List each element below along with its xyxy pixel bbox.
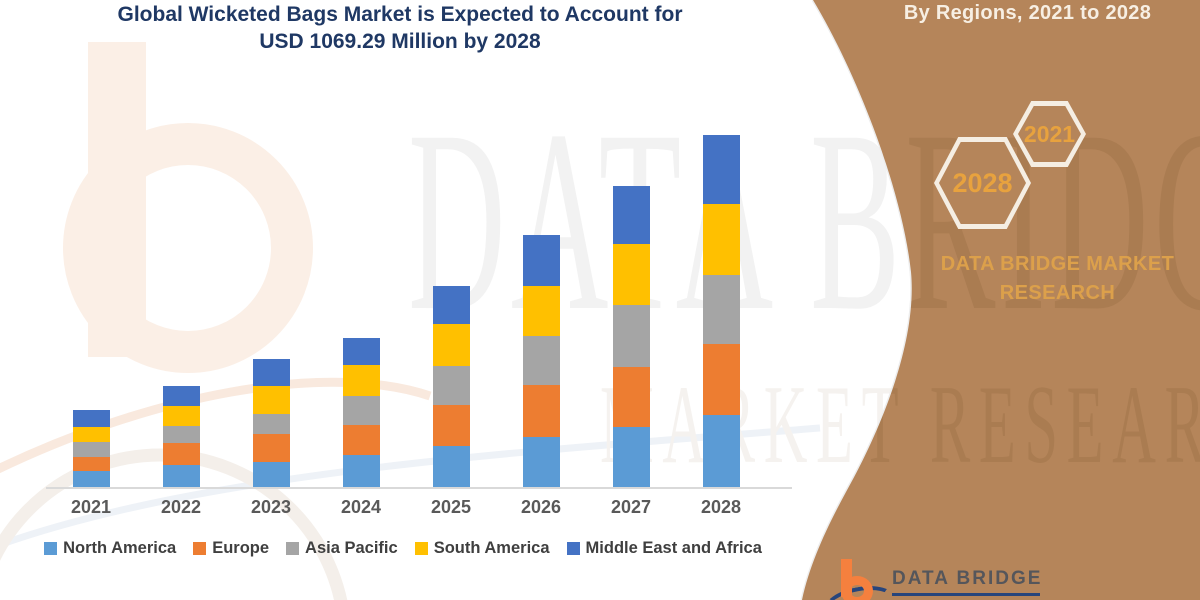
x-label-2025: 2025 [430, 497, 472, 517]
bar-2021-segment-north-america [73, 471, 110, 487]
bar-2028-segment-middle-east-and-africa [703, 135, 740, 205]
legend-label-south-america: South America [433, 539, 550, 557]
bar-2023-segment-asia-pacific [253, 413, 290, 435]
x-label-2022: 2022 [160, 497, 202, 517]
legend-label-middle-east-and-africa: Middle East and Africa [585, 539, 762, 557]
bar-2021-segment-middle-east-and-africa [73, 410, 110, 428]
bar-2028 [703, 135, 740, 487]
legend-item-middle-east-and-africa: Middle East and Africa [566, 539, 762, 558]
hexagon-fill [939, 142, 1026, 224]
bar-2022-segment-middle-east-and-africa [163, 386, 200, 406]
bar-2023-segment-europe [253, 434, 290, 462]
logo-b-watermark [0, 42, 821, 600]
legend-item-north-america: North America [44, 539, 176, 558]
bar-2028-segment-europe [703, 343, 740, 416]
bar-2027-segment-north-america [613, 427, 650, 487]
bar-2026-segment-south-america [523, 286, 560, 337]
chart-title: Global Wicketed Bags Market is Expected … [5, 1, 795, 55]
bar-2028-segment-asia-pacific [703, 275, 740, 344]
bar-2025-segment-middle-east-and-africa [433, 286, 470, 325]
x-label-2028: 2028 [700, 497, 742, 517]
bar-2025-segment-asia-pacific [433, 366, 470, 406]
bar-2024-segment-north-america [343, 455, 380, 487]
legend-swatch-asia-pacific [286, 542, 300, 555]
panel-heading: By Regions, 2021 to 2028 [903, 2, 1152, 24]
legend-label-asia-pacific: Asia Pacific [305, 539, 398, 557]
x-axis-labels: 2021 2022 2023 2024 2025 2026 2027 2028 [46, 497, 792, 518]
bar-2021-segment-south-america [73, 427, 110, 443]
bar-2026-segment-north-america [523, 437, 560, 487]
x-label-2023: 2023 [250, 497, 292, 517]
bar-2022-segment-south-america [163, 406, 200, 426]
plot-area [46, 135, 792, 489]
x-label-2024: 2024 [340, 497, 382, 517]
chart-title-line1: Global Wicketed Bags Market is Expected … [117, 3, 683, 26]
bar-2025-segment-north-america [433, 446, 470, 487]
bar-2023-segment-middle-east-and-africa [253, 358, 290, 387]
bar-2027-segment-europe [613, 367, 650, 427]
bar-2025-segment-south-america [433, 324, 470, 367]
bar-2022-segment-north-america [163, 465, 200, 487]
panel-brand-text: DATA BRIDGE MARKET RESEARCH [915, 250, 1200, 308]
hexagon-2021: 2021 [1013, 101, 1086, 167]
bar-2027 [613, 186, 650, 487]
bar-2022 [163, 386, 200, 487]
footer-brand-name: DATA BRIDGE [892, 568, 1043, 589]
x-label-2027: 2027 [610, 497, 652, 517]
bar-2024-segment-middle-east-and-africa [343, 337, 380, 366]
bar-2021 [73, 410, 110, 487]
footer-logo: DATA BRIDGE [821, 556, 1133, 600]
bar-2026-segment-middle-east-and-africa [523, 235, 560, 287]
legend-item-europe: Europe [193, 539, 269, 558]
bar-2023-segment-north-america [253, 462, 290, 487]
legend-swatch-middle-east-and-africa [566, 542, 580, 555]
bar-2026-segment-europe [523, 385, 560, 437]
hexagon-2021-label: 2021 [1023, 120, 1076, 147]
legend-item-asia-pacific: Asia Pacific [286, 539, 398, 558]
bar-2026 [523, 235, 560, 487]
footer-brand-underline [892, 593, 1040, 596]
bar-2026-segment-asia-pacific [523, 336, 560, 386]
bar-2021-segment-europe [73, 457, 110, 472]
x-label-2026: 2026 [520, 497, 562, 517]
bar-2024 [343, 337, 380, 487]
bar-2024-segment-europe [343, 425, 380, 456]
bar-2023 [253, 358, 290, 487]
legend-label-europe: Europe [212, 539, 270, 557]
legend-label-north-america: North America [63, 539, 177, 557]
bar-2027-segment-asia-pacific [613, 305, 650, 367]
bar-2022-segment-europe [163, 442, 200, 466]
hexagon-2028: 2028 [934, 137, 1031, 229]
bar-2028-segment-north-america [703, 415, 740, 487]
bar-2024-segment-asia-pacific [343, 396, 380, 426]
legend-swatch-south-america [414, 542, 428, 555]
panel-brand-line2: RESEARCH [999, 282, 1116, 304]
bar-2025 [433, 286, 470, 487]
bar-2028-segment-south-america [703, 204, 740, 276]
chart-legend: North America Europe Asia Pacific South Ame… [0, 539, 806, 558]
legend-swatch-europe [193, 542, 207, 555]
x-label-2021: 2021 [70, 497, 112, 517]
bar-2025-segment-europe [433, 405, 470, 447]
hexagon-2028-label: 2028 [952, 167, 1013, 198]
bar-2027-segment-middle-east-and-africa [613, 186, 650, 244]
bar-2023-segment-south-america [253, 386, 290, 414]
panel-brand-line1: DATA BRIDGE MARKET [940, 253, 1175, 275]
logo-b-bowl-icon [841, 576, 873, 600]
bar-2022-segment-asia-pacific [163, 426, 200, 443]
chart-title-line2: USD 1069.29 Million by 2028 [259, 30, 541, 53]
bar-2027-segment-south-america [613, 243, 650, 306]
legend-swatch-north-america [44, 542, 58, 555]
legend-item-south-america: South America [414, 539, 550, 558]
bar-2021-segment-asia-pacific [73, 442, 110, 458]
bar-2024-segment-south-america [343, 365, 380, 397]
